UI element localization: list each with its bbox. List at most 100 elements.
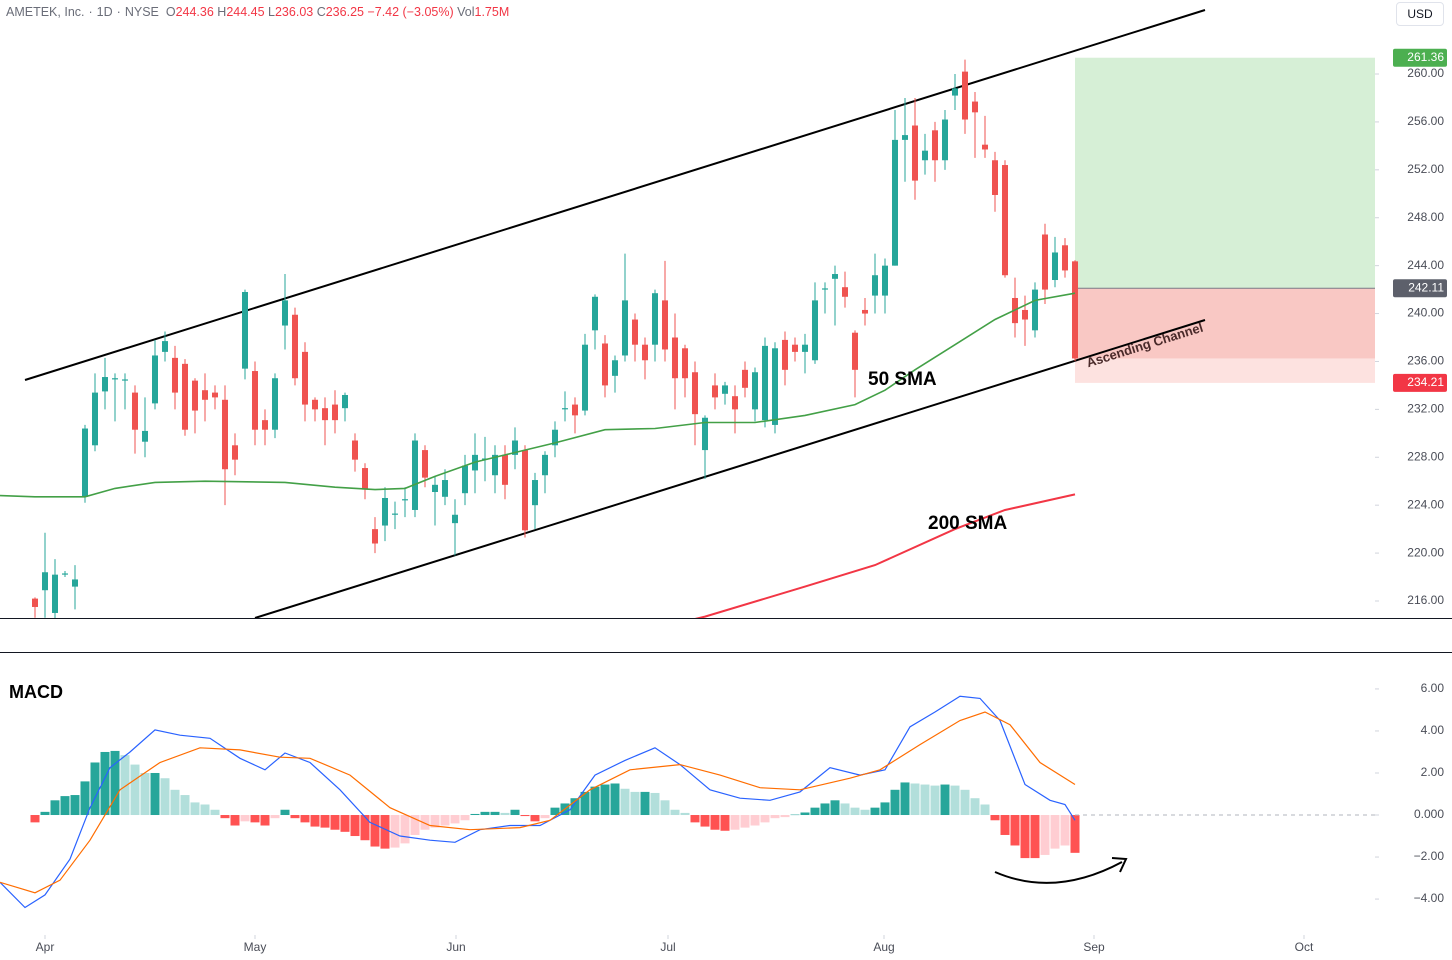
- change: −7.42 (−3.05%): [367, 5, 454, 19]
- candle-body: [342, 394, 348, 409]
- curved-arrow: [994, 861, 1123, 884]
- histogram-bar: [340, 815, 350, 832]
- candle-body: [762, 345, 768, 421]
- histogram-bar: [160, 778, 170, 816]
- candle-body: [402, 499, 408, 501]
- separator: ·: [116, 5, 121, 19]
- histogram-bar: [970, 798, 980, 816]
- histogram-bar: [70, 795, 80, 816]
- histogram-bar: [660, 800, 670, 816]
- y-tick-label: −4.00: [1414, 891, 1445, 905]
- histogram-bar: [500, 812, 510, 816]
- interval: 1D: [96, 5, 113, 19]
- histogram-bar: [110, 750, 120, 816]
- y-tick-label: 220.00: [1407, 545, 1444, 559]
- candle-body: [1042, 234, 1048, 290]
- candle-body: [952, 88, 958, 96]
- candle-body: [962, 71, 968, 120]
- histogram-bar: [620, 788, 630, 816]
- histogram-bar: [640, 791, 650, 816]
- candle-body: [392, 513, 398, 515]
- candle-body: [1072, 261, 1078, 359]
- histogram-bar: [170, 789, 180, 816]
- candle-body: [932, 130, 938, 161]
- candle-body: [422, 450, 428, 478]
- y-tick-label: −2.00: [1414, 849, 1445, 863]
- histogram-bar: [1000, 815, 1010, 835]
- histogram-bar: [120, 755, 130, 816]
- candle-body: [712, 385, 718, 398]
- x-tick-label: Sep: [1083, 940, 1105, 954]
- histogram-bar: [960, 789, 970, 816]
- candle-body: [982, 144, 988, 150]
- candle-body: [682, 348, 688, 379]
- volume-value: 1.75M: [474, 5, 510, 19]
- stop-zone: [1075, 358, 1375, 383]
- histogram-bar: [770, 815, 780, 819]
- y-tick-label: 240.00: [1407, 306, 1444, 320]
- price-label: 234.21: [1407, 375, 1444, 389]
- macd-line: [0, 711, 1076, 894]
- ma-label: 200 SMA: [928, 513, 1007, 534]
- candle-body: [622, 300, 628, 356]
- candle-body: [902, 135, 908, 140]
- histogram-bar: [510, 809, 520, 816]
- low-label: L: [268, 5, 275, 19]
- histogram-bar: [380, 815, 390, 849]
- currency-button[interactable]: USD: [1396, 2, 1444, 26]
- candle-body: [262, 420, 268, 430]
- histogram-bar: [460, 815, 470, 821]
- histogram-bar: [780, 815, 790, 818]
- close-label: C: [316, 5, 326, 19]
- candle-body: [452, 514, 458, 524]
- target-zone: [1075, 57, 1375, 289]
- arrow-head: [1111, 857, 1128, 873]
- histogram-bar: [270, 815, 280, 819]
- histogram-bar: [180, 795, 190, 816]
- price-label-box: [1393, 373, 1447, 392]
- candle-body: [172, 357, 178, 393]
- candle-body: [442, 480, 448, 497]
- x-tick-label: Aug: [873, 940, 894, 954]
- histogram-bar: [600, 784, 610, 816]
- candle-body: [372, 529, 378, 544]
- low-value: 236.03: [274, 5, 314, 19]
- candle-body: [702, 417, 708, 451]
- histogram-bar: [470, 813, 480, 816]
- histogram-bar: [60, 796, 70, 816]
- histogram-bar: [880, 802, 890, 816]
- candle-body: [202, 390, 208, 400]
- histogram-bar: [530, 815, 540, 822]
- candle-body: [82, 428, 88, 497]
- candle-body: [42, 572, 48, 591]
- histogram-bar: [710, 815, 720, 830]
- histogram-bar: [820, 803, 830, 816]
- histogram-bar: [200, 804, 210, 816]
- y-tick-label: 224.00: [1407, 497, 1444, 511]
- macd-pane: [0, 695, 1080, 909]
- candle-body: [562, 408, 568, 410]
- macd-title: MACD: [9, 682, 63, 702]
- candle-body: [542, 454, 548, 476]
- histogram-bar: [90, 762, 100, 816]
- candle-body: [782, 339, 788, 370]
- histogram-bar: [980, 804, 990, 816]
- candle-body: [92, 392, 98, 446]
- candle-body: [492, 454, 498, 476]
- histogram-bar: [310, 815, 320, 827]
- axes: 216.00 220.00 224.00 228.00 232.00 236.00 240.…: [36, 48, 1447, 954]
- candle-body: [512, 440, 518, 455]
- candle-body: [672, 337, 678, 379]
- candle-body: [912, 125, 918, 181]
- histogram-bar: [870, 807, 880, 816]
- candle-body: [532, 480, 538, 506]
- candle-body: [232, 445, 238, 460]
- candle-body: [292, 314, 298, 379]
- candle-body: [132, 392, 138, 430]
- candle-body: [872, 275, 878, 296]
- histogram-bar: [740, 815, 750, 828]
- histogram-bar: [550, 807, 560, 816]
- histogram-bar: [360, 815, 370, 841]
- candle-body: [62, 573, 68, 575]
